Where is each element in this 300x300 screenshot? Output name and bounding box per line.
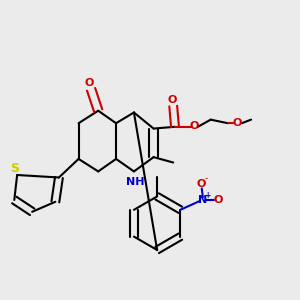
Text: O: O <box>233 118 242 128</box>
Text: NH: NH <box>127 177 145 187</box>
Text: -: - <box>205 174 208 183</box>
Text: O: O <box>214 195 223 205</box>
Text: O: O <box>85 78 94 88</box>
Text: O: O <box>168 95 177 105</box>
Text: S: S <box>10 162 19 175</box>
Text: O: O <box>190 122 199 131</box>
Text: N: N <box>198 195 208 205</box>
Text: O: O <box>196 179 206 189</box>
Text: +: + <box>205 191 211 200</box>
